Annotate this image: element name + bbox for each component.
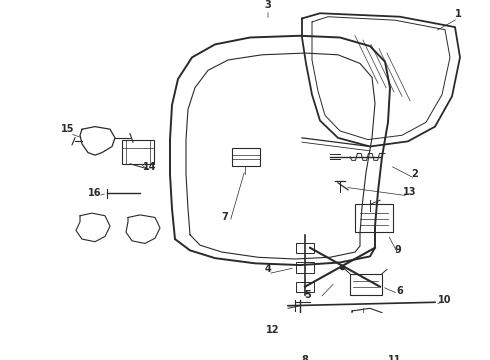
Text: 13: 13 (403, 186, 417, 197)
Text: 3: 3 (265, 0, 271, 10)
Bar (122, 140, 154, 164)
Text: 15: 15 (61, 124, 75, 134)
Bar (355, 204, 393, 232)
Text: 2: 2 (412, 169, 418, 179)
Bar (296, 282, 314, 292)
Text: 5: 5 (305, 291, 311, 300)
Text: 6: 6 (396, 286, 403, 296)
Text: 4: 4 (265, 264, 271, 274)
Text: 9: 9 (394, 246, 401, 255)
Text: 1: 1 (455, 9, 462, 19)
Bar (232, 148, 260, 166)
Text: 8: 8 (301, 355, 308, 360)
Text: 16: 16 (88, 188, 102, 198)
Text: 10: 10 (438, 295, 452, 305)
Text: 7: 7 (221, 212, 228, 222)
Bar (296, 262, 314, 273)
Text: 14: 14 (143, 162, 157, 172)
Bar (350, 274, 382, 295)
Bar (296, 243, 314, 253)
Text: 11: 11 (388, 355, 402, 360)
Text: 12: 12 (266, 325, 280, 335)
